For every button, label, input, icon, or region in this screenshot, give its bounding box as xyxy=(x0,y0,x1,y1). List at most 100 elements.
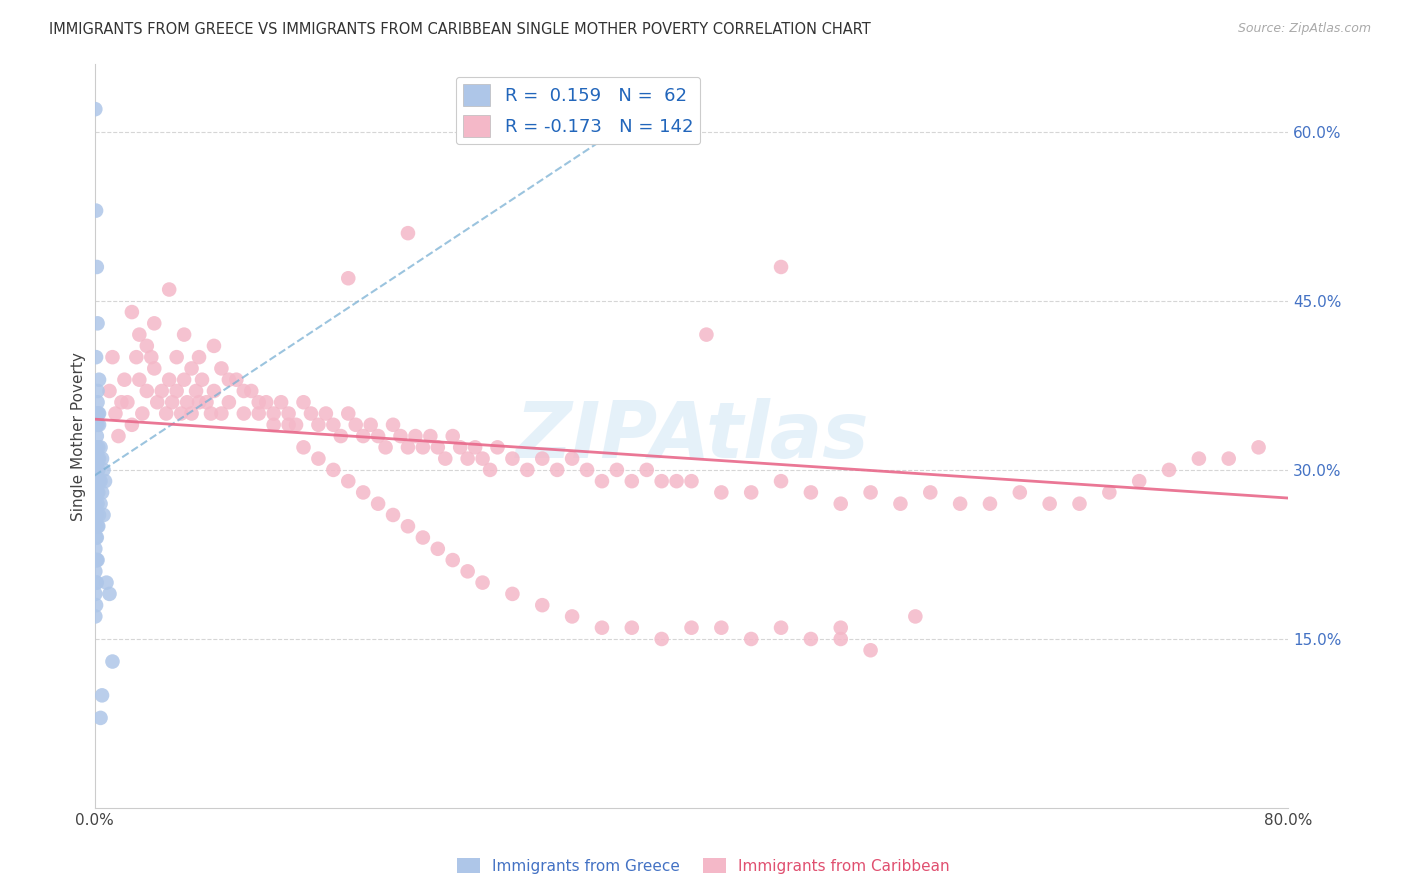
Point xyxy=(292,441,315,455)
Point xyxy=(277,417,299,432)
Point xyxy=(1157,463,1180,477)
Point xyxy=(270,395,292,409)
Point xyxy=(90,474,112,488)
Point xyxy=(86,407,108,421)
Point xyxy=(180,407,202,421)
Point xyxy=(91,689,114,703)
Point xyxy=(360,417,382,432)
Point xyxy=(195,395,218,409)
Point xyxy=(606,463,628,477)
Point xyxy=(143,361,166,376)
Point xyxy=(531,451,554,466)
Point xyxy=(434,451,457,466)
Point xyxy=(800,632,823,646)
Point xyxy=(561,451,583,466)
Point xyxy=(86,553,108,567)
Point xyxy=(889,497,911,511)
Point xyxy=(426,541,449,556)
Point xyxy=(86,451,108,466)
Text: ZIPAtlas: ZIPAtlas xyxy=(515,398,869,474)
Point xyxy=(322,417,344,432)
Point xyxy=(86,531,108,545)
Point xyxy=(979,497,1001,511)
Point xyxy=(84,451,107,466)
Point xyxy=(200,407,222,421)
Point xyxy=(247,395,270,409)
Point xyxy=(1069,497,1091,511)
Point xyxy=(800,485,823,500)
Point xyxy=(202,384,225,398)
Point xyxy=(263,417,285,432)
Point xyxy=(352,485,374,500)
Point xyxy=(87,485,110,500)
Point xyxy=(1039,497,1062,511)
Point xyxy=(84,519,107,533)
Point xyxy=(104,407,127,421)
Point xyxy=(396,441,419,455)
Point xyxy=(1128,474,1150,488)
Legend: R =  0.159   N =  62, R = -0.173   N = 142: R = 0.159 N = 62, R = -0.173 N = 142 xyxy=(456,77,700,145)
Point xyxy=(665,474,688,488)
Point xyxy=(441,553,464,567)
Point xyxy=(329,429,352,443)
Point xyxy=(90,711,112,725)
Point xyxy=(155,407,177,421)
Point xyxy=(86,519,108,533)
Point xyxy=(620,621,643,635)
Point xyxy=(184,384,207,398)
Point xyxy=(315,407,337,421)
Point xyxy=(84,508,107,522)
Point xyxy=(225,373,247,387)
Point xyxy=(620,474,643,488)
Point xyxy=(146,395,169,409)
Point xyxy=(367,497,389,511)
Text: IMMIGRANTS FROM GREECE VS IMMIGRANTS FROM CARIBBEAN SINGLE MOTHER POVERTY CORREL: IMMIGRANTS FROM GREECE VS IMMIGRANTS FRO… xyxy=(49,22,870,37)
Point xyxy=(87,508,110,522)
Point xyxy=(173,327,195,342)
Point xyxy=(86,384,108,398)
Point xyxy=(681,621,703,635)
Point xyxy=(84,203,107,218)
Point xyxy=(86,474,108,488)
Point xyxy=(486,441,509,455)
Point xyxy=(209,407,232,421)
Point xyxy=(277,407,299,421)
Point xyxy=(84,497,107,511)
Point xyxy=(263,407,285,421)
Point xyxy=(121,417,143,432)
Point xyxy=(91,485,114,500)
Point xyxy=(636,463,658,477)
Point xyxy=(84,531,107,545)
Point xyxy=(157,373,180,387)
Point xyxy=(128,327,150,342)
Point xyxy=(150,384,173,398)
Point xyxy=(101,350,124,364)
Point xyxy=(84,417,107,432)
Point xyxy=(218,373,240,387)
Point xyxy=(1218,451,1240,466)
Point xyxy=(110,395,132,409)
Point xyxy=(449,441,471,455)
Point xyxy=(87,373,110,387)
Point xyxy=(86,429,108,443)
Point xyxy=(681,474,703,488)
Point xyxy=(830,632,852,646)
Point xyxy=(299,407,322,421)
Point xyxy=(121,305,143,319)
Point xyxy=(86,316,108,330)
Point xyxy=(352,429,374,443)
Point xyxy=(86,553,108,567)
Point xyxy=(87,519,110,533)
Point xyxy=(396,519,419,533)
Point xyxy=(135,384,157,398)
Point xyxy=(202,339,225,353)
Point xyxy=(84,565,107,579)
Point xyxy=(770,260,793,274)
Point xyxy=(591,621,613,635)
Point xyxy=(86,575,108,590)
Point xyxy=(412,531,434,545)
Point xyxy=(389,429,412,443)
Point xyxy=(86,508,108,522)
Point xyxy=(87,407,110,421)
Point xyxy=(96,575,118,590)
